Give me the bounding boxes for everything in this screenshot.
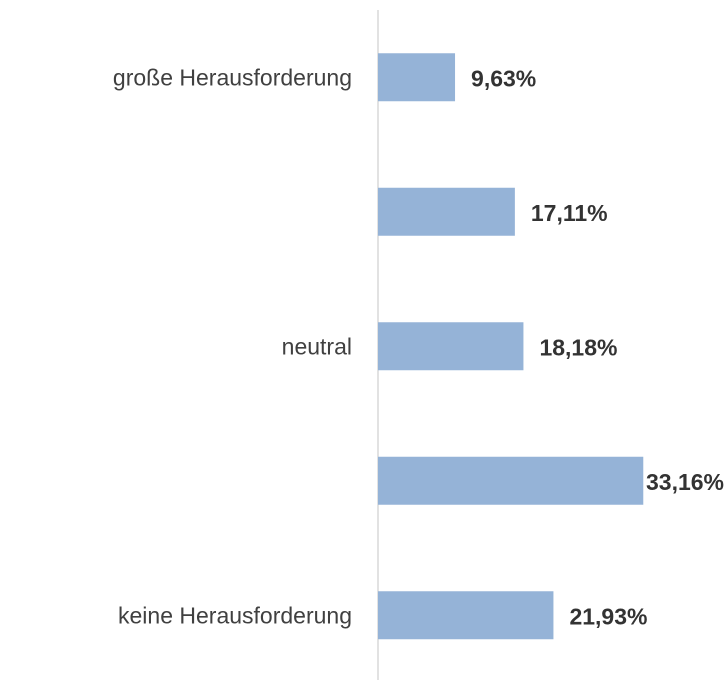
value-label: 18,18% — [539, 334, 617, 360]
category-label: keine Herausforderung — [118, 602, 352, 628]
bar — [378, 591, 554, 640]
value-label: 17,11% — [531, 200, 608, 226]
value-label: 33,16% — [646, 469, 724, 495]
category-label: große Herausforderung — [113, 64, 352, 90]
category-label: neutral — [282, 333, 352, 359]
bar — [378, 322, 524, 371]
value-label: 21,93% — [569, 603, 647, 629]
bar — [378, 187, 515, 236]
bar — [378, 53, 456, 102]
bar — [378, 456, 644, 505]
value-label: 9,63% — [471, 65, 536, 91]
